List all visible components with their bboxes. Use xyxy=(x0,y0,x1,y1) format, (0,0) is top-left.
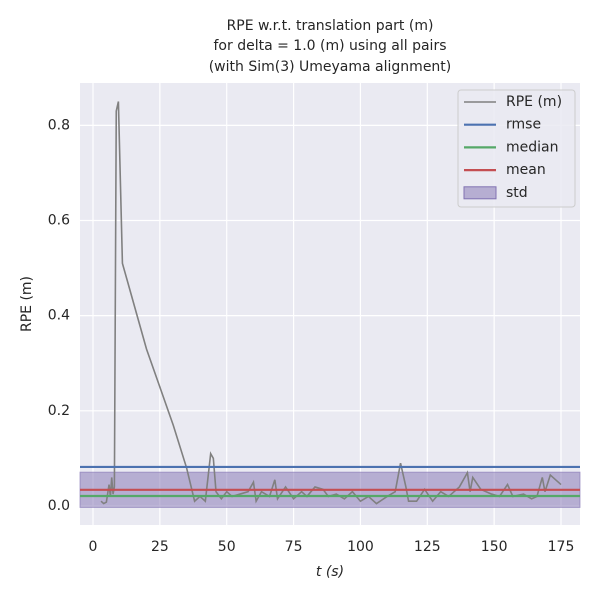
y-tick-label: 0.0 xyxy=(48,498,70,514)
y-axis-label: RPE (m) xyxy=(19,276,35,332)
y-tick-label: 0.2 xyxy=(48,403,70,419)
x-tick-label: 175 xyxy=(548,539,575,555)
x-tick-label: 0 xyxy=(89,539,98,555)
chart-title: for delta = 1.0 (m) using all pairs xyxy=(214,38,447,54)
data-line xyxy=(100,101,562,505)
legend-label: rmse xyxy=(506,117,541,133)
chart-title: (with Sim(3) Umeyama alignment) xyxy=(209,59,452,75)
legend-swatch xyxy=(463,186,497,200)
legend-label: median xyxy=(506,139,558,155)
x-tick-label: 125 xyxy=(414,539,441,555)
y-tick-label: 0.4 xyxy=(48,308,70,324)
x-tick-label: 50 xyxy=(218,539,236,555)
x-tick-label: 100 xyxy=(347,539,374,555)
legend-label: std xyxy=(506,185,528,201)
y-tick-label: 0.6 xyxy=(48,213,70,229)
legend-label: RPE (m) xyxy=(506,94,562,110)
x-axis-label: t (s) xyxy=(316,564,344,580)
x-tick-label: 25 xyxy=(151,539,169,555)
x-tick-label: 75 xyxy=(285,539,303,555)
legend-box xyxy=(457,89,576,208)
y-tick-label: 0.8 xyxy=(48,117,70,133)
x-tick-label: 150 xyxy=(481,539,508,555)
legend-label: mean xyxy=(506,162,546,178)
chart-title: RPE w.r.t. translation part (m) xyxy=(227,18,434,34)
